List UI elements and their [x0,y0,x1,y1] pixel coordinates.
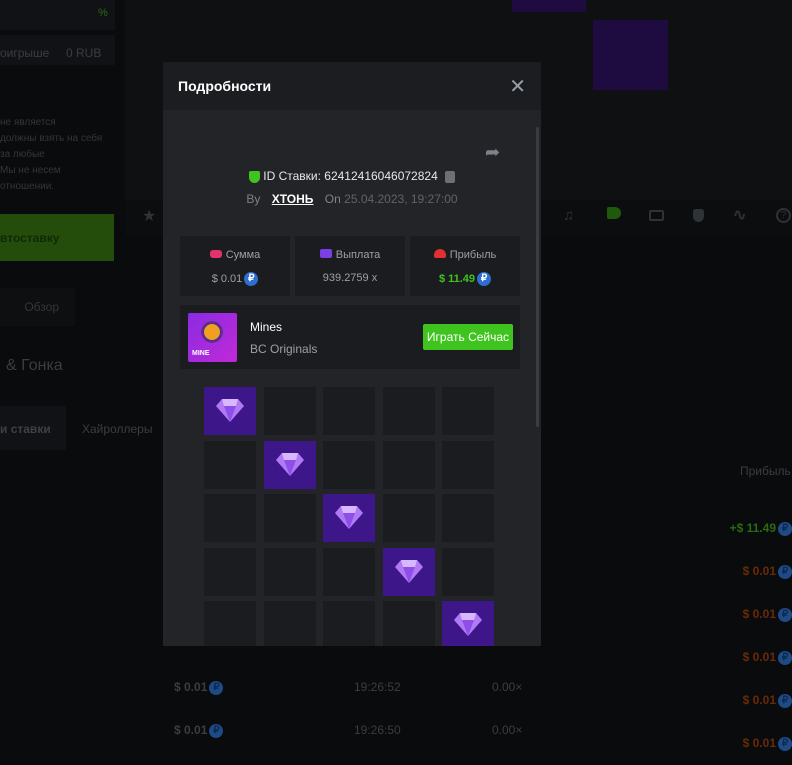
mine-cell [204,547,256,596]
table-row[interactable]: $ 0.01 ₽ 19:26:50 0.00× [174,723,523,738]
mine-cell [263,387,316,435]
loss-label: оигрыше [0,46,50,60]
stat-profit: Прибыль $ 11.49 ₽ [410,236,520,296]
verified-shield-icon [248,170,260,183]
profit-value: $ 0.01 ₽ [700,550,792,593]
game-card: MINE Mines BC Originals Играть Сейчас [180,305,520,369]
wallet-icon [319,249,332,258]
rub-coin-icon: ₽ [477,272,492,286]
mine-cell [323,547,375,596]
diamond-icon [275,452,304,476]
modal-title: Подробности [178,78,272,94]
star-icon[interactable]: ★ [142,208,157,225]
acorn-icon[interactable] [693,209,704,222]
profit-value: +$ 11.49 ₽ [700,507,792,550]
mine-cell [323,601,375,646]
mine-cell [323,387,375,435]
bet-id: ID Ставки: 62412416046072824 [263,169,438,183]
tab-highrollers[interactable]: Хайроллеры [82,422,153,436]
profit-value: $ 0.01 ₽ [700,679,792,722]
profit-icon [433,249,446,258]
stat-amount: Сумма $ 0.01 ₽ [180,236,290,296]
loss-value: 0 RUB [66,46,102,60]
diamond-icon [454,613,482,636]
mine-cell [263,547,316,596]
game-provider: BC Originals [250,342,318,356]
keyboard-icon[interactable] [649,210,664,221]
on-label: On [324,192,341,206]
profit-value: $ 0.01 ₽ [700,722,792,765]
profit-header: Прибыль [740,464,791,478]
copy-icon[interactable] [445,170,456,183]
mine-cell [442,547,494,596]
mine-cell [204,601,256,646]
share-icon[interactable]: ➦ [485,142,501,162]
diamond-icon [216,399,244,422]
mine-cell-gem [204,387,256,435]
overview-tab[interactable]: Обзор [0,288,75,326]
mine-cell [382,387,435,435]
table-row[interactable]: $ 0.01 ₽ 19:26:52 0.00× [174,680,523,695]
thumb-text: MINE [192,350,210,357]
scrollbar[interactable] [536,127,539,427]
diamond-icon [335,506,363,529]
mine-cell-gem [323,494,375,542]
curve-icon[interactable]: ∿ [733,207,747,224]
mine-cell-gem [263,440,316,489]
music-off-icon[interactable]: ♫ [563,207,575,224]
profit-value: $ 0.01 ₽ [700,636,792,679]
mine-cell [382,440,435,489]
bet-date: 25.04.2023, 19:27:00 [344,192,458,206]
percent-sign: % [98,7,108,19]
volume-icon[interactable] [607,207,621,219]
close-icon[interactable]: ✕ [509,75,526,98]
mine-cell [323,440,375,489]
mine-cell [442,440,494,489]
by-label: By [246,192,261,206]
mine-cell [263,601,316,646]
mine-cell-gem [442,601,494,646]
mine-cell [442,494,494,542]
mine-cell [382,494,435,542]
rub-coin-icon: ₽ [244,272,259,286]
help-icon[interactable]: ? [776,208,791,223]
user-link[interactable]: ХТОНЬ [271,192,314,206]
details-modal: Подробности ✕ ➦ ID Ставки: 6241241604607… [163,62,541,646]
diamond-icon [394,559,423,583]
autobet-button[interactable]: втоставку [0,214,114,261]
mine-cell [263,494,316,542]
mine-cell [204,494,256,542]
mines-thumbnail[interactable]: MINE [188,313,237,362]
mine-cell [204,440,256,489]
stat-payout: Выплата 939.2759 x [295,236,405,296]
race-title: & Гонка [6,357,63,374]
mine-cell-gem [382,547,435,596]
game-name[interactable]: Mines [250,320,283,334]
amount-icon [209,250,222,258]
profit-value: $ 0.01 ₽ [700,593,792,636]
mine-cell [382,601,435,646]
mine-cell [442,387,494,435]
disclaimer: не является должны взять на себя за любые М… [0,117,103,192]
tab-bets[interactable]: и ставки [0,406,66,450]
play-now-button[interactable]: Играть Сейчас [423,324,513,350]
